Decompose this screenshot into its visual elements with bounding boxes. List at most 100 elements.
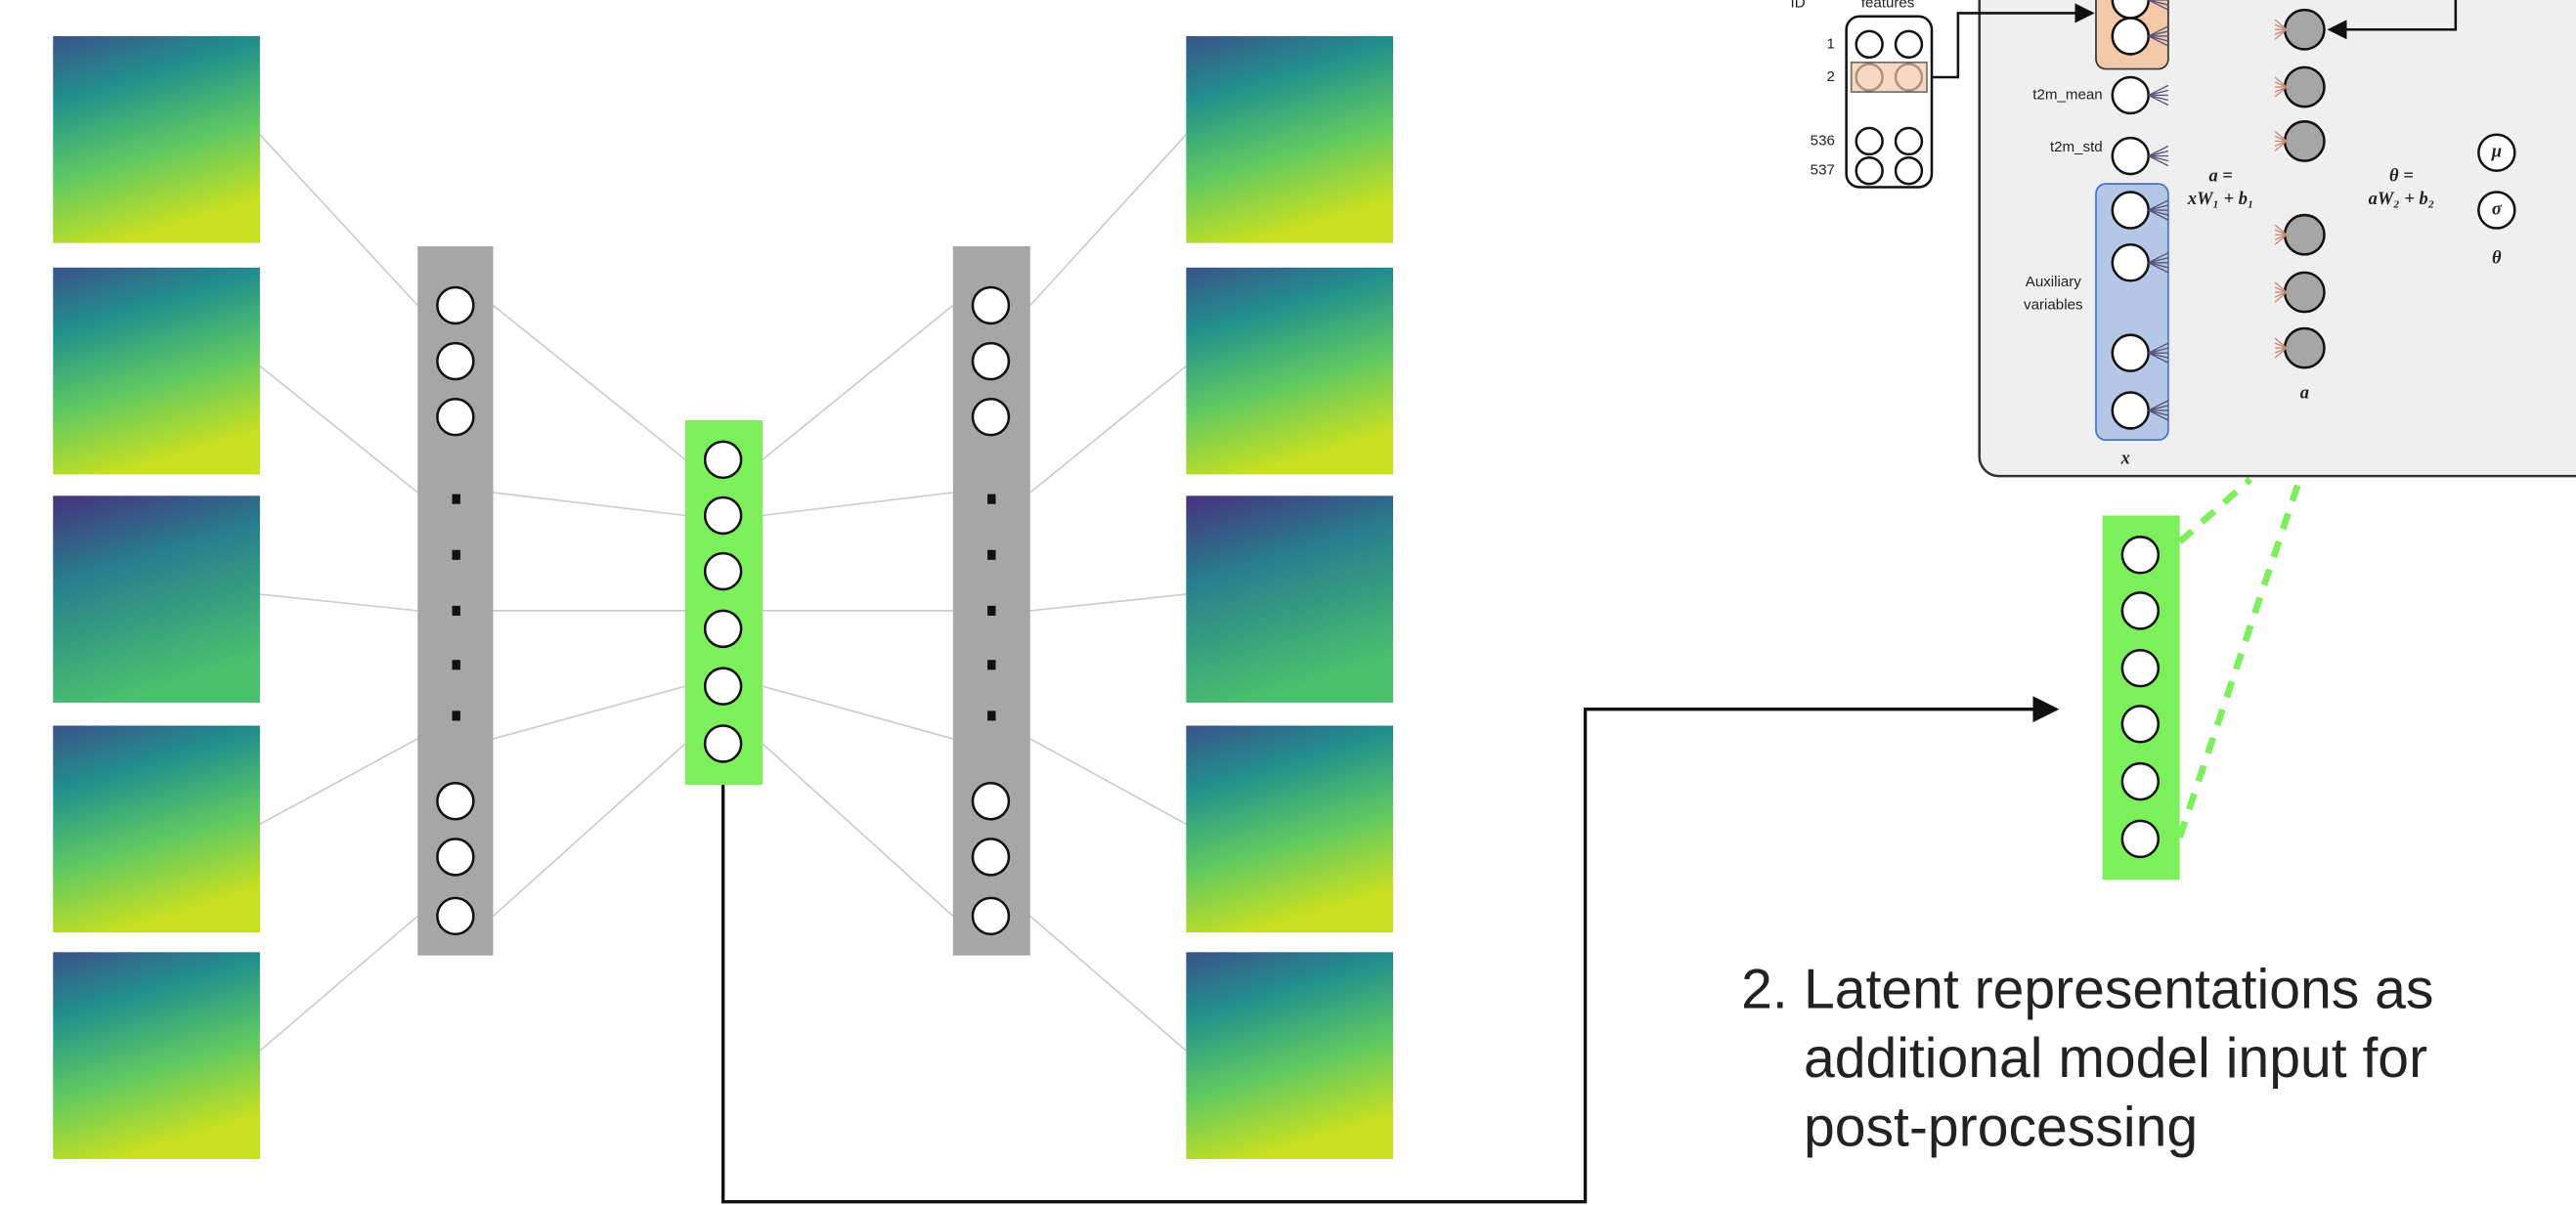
neuron (973, 287, 1009, 323)
map-image (53, 268, 260, 475)
neuron (2113, 335, 2149, 371)
ellipsis-dot (452, 550, 459, 560)
equation: θ = (2389, 166, 2414, 186)
row-id: 1 (1826, 35, 1834, 52)
input-label: t2m_mean (2032, 86, 2102, 103)
neuron (973, 399, 1009, 435)
neuron (2285, 121, 2324, 160)
neuron (2113, 193, 2149, 229)
connection (260, 739, 417, 824)
caption-line: post-processing (1804, 1097, 2198, 1159)
map-image (1186, 268, 1393, 475)
map-image (53, 725, 260, 932)
map-image (1186, 725, 1393, 932)
ellipsis-dot (452, 710, 459, 720)
theta-label: θ (2492, 248, 2502, 268)
connection (493, 305, 685, 459)
map-image (1186, 952, 1393, 1159)
row-id: 537 (1811, 162, 1835, 179)
neuron (437, 839, 473, 875)
connection (260, 366, 417, 493)
aux-label: variables (2024, 296, 2083, 313)
neuron (2122, 821, 2159, 857)
connection (763, 744, 953, 916)
neuron (973, 343, 1009, 379)
map-image (53, 495, 260, 703)
neuron (437, 783, 473, 819)
neuron (437, 287, 473, 323)
connection (763, 686, 953, 739)
neuron (2285, 10, 2324, 49)
neuron (705, 442, 741, 478)
ellipsis-dot (987, 550, 995, 560)
neuron (437, 343, 473, 379)
ellipsis-dot (987, 660, 995, 669)
map-image (53, 36, 260, 243)
neuron (1856, 31, 1883, 58)
equation: aW₂ + b₂ (2369, 189, 2435, 208)
dashed-link (2180, 480, 2250, 542)
connection (1030, 739, 1187, 824)
ellipsis-dot (452, 495, 459, 504)
output-sigma: σ (2492, 198, 2503, 218)
ellipsis-dot (987, 606, 995, 616)
diagram: IDfeatures12536537t2m_meant2m_stdAuxilia… (0, 0, 2576, 1205)
neuron (2285, 215, 2324, 254)
row-id: 2 (1826, 68, 1834, 85)
equation: xW₁ + b₁ (2187, 189, 2254, 208)
aux-label: Auxiliary (2026, 274, 2082, 290)
input-label: t2m_std (2050, 139, 2103, 155)
neuron (1856, 157, 1883, 184)
selected-row (1852, 63, 1927, 92)
input-layer-label: x (2120, 449, 2130, 468)
neuron (1896, 128, 1922, 154)
neuron (973, 898, 1009, 934)
hidden-label: a (2300, 382, 2309, 402)
neuron (2122, 592, 2159, 628)
neuron (705, 668, 741, 705)
neuron (2113, 138, 2149, 174)
connection (1030, 594, 1187, 611)
neuron (2285, 273, 2324, 312)
connection (763, 305, 953, 459)
neuron (2113, 244, 2149, 280)
connection (1030, 366, 1187, 493)
caption-number: 2. (1741, 958, 1788, 1020)
connection (493, 744, 685, 916)
connection (763, 493, 953, 516)
connection (1030, 135, 1187, 306)
connection (493, 493, 685, 516)
map-image (1186, 495, 1393, 703)
connection (1030, 916, 1187, 1051)
dashed-link (2180, 480, 2300, 838)
output-mu: μ (2491, 141, 2502, 160)
neuron (705, 497, 741, 534)
caption-line: additional model input for (1804, 1027, 2427, 1090)
neuron (705, 611, 741, 647)
neuron (705, 725, 741, 761)
caption-line: Latent representations as (1804, 958, 2433, 1020)
features-header: features (1861, 0, 1915, 11)
neuron (2122, 706, 2159, 742)
neuron (437, 399, 473, 435)
row-id: 536 (1811, 132, 1835, 149)
ellipsis-dot (987, 495, 995, 504)
neuron (973, 783, 1009, 819)
connection (260, 594, 417, 611)
connection (260, 916, 417, 1051)
layout (53, 0, 2576, 1202)
map-image (53, 952, 260, 1159)
neuron (2122, 763, 2159, 799)
map-image (1186, 36, 1393, 243)
neuron (705, 553, 741, 589)
equation: a = (2208, 166, 2232, 186)
connection (493, 686, 685, 739)
neuron (1856, 128, 1883, 154)
neuron (2285, 67, 2324, 107)
neuron (1896, 157, 1922, 184)
ellipsis-dot (452, 606, 459, 616)
neuron (2122, 650, 2159, 686)
neuron (2113, 392, 2149, 428)
neuron (973, 839, 1009, 875)
ellipsis-dot (452, 660, 459, 669)
